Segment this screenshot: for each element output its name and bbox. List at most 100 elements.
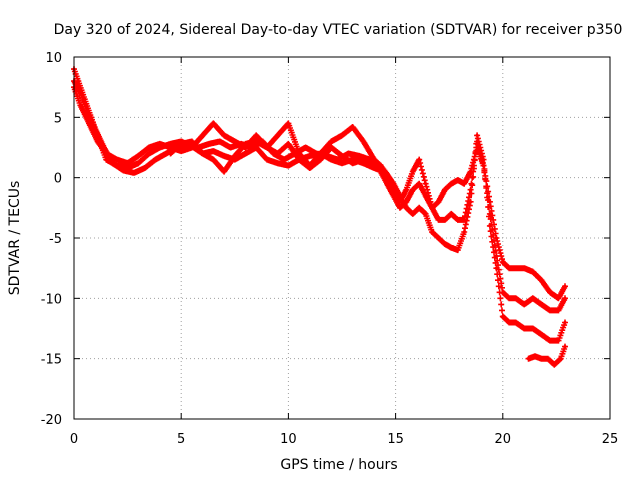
data-point bbox=[456, 218, 460, 222]
data-point bbox=[340, 133, 344, 137]
data-point bbox=[539, 357, 544, 361]
data-point bbox=[286, 121, 290, 125]
data-point bbox=[304, 145, 308, 150]
data-point bbox=[351, 125, 355, 129]
data-point bbox=[533, 354, 537, 358]
data-point bbox=[548, 308, 552, 312]
data-point bbox=[132, 171, 136, 175]
y-tick-label: -15 bbox=[41, 353, 62, 368]
data-point bbox=[475, 133, 479, 137]
data-point bbox=[522, 266, 526, 270]
data-point bbox=[548, 290, 552, 294]
x-axis-label: GPS time / hours bbox=[280, 457, 397, 473]
data-point bbox=[563, 320, 567, 325]
data-point bbox=[417, 158, 421, 162]
data-point bbox=[276, 133, 280, 137]
data-point bbox=[340, 154, 344, 158]
data-point bbox=[136, 154, 140, 158]
data-point bbox=[282, 158, 286, 162]
data-point bbox=[308, 166, 312, 170]
data-point bbox=[514, 296, 518, 300]
data-point bbox=[96, 139, 100, 144]
plus-markers bbox=[525, 343, 568, 368]
data-point bbox=[250, 145, 254, 150]
data-point bbox=[436, 200, 441, 204]
data-point bbox=[286, 142, 290, 146]
data-point bbox=[469, 200, 473, 204]
data-point bbox=[469, 188, 473, 192]
data-point bbox=[514, 320, 518, 325]
data-point bbox=[286, 164, 290, 168]
x-tick-label: 25 bbox=[602, 432, 619, 447]
data-point bbox=[361, 158, 365, 162]
grid bbox=[74, 57, 610, 419]
y-tick-label: -5 bbox=[49, 232, 62, 247]
series-track-4 bbox=[167, 138, 378, 175]
data-point bbox=[526, 357, 531, 361]
y-tick-label: 5 bbox=[54, 111, 62, 126]
data-point bbox=[379, 164, 383, 168]
data-point bbox=[398, 206, 402, 210]
data-point bbox=[424, 212, 428, 216]
data-point bbox=[276, 151, 280, 156]
data-point bbox=[78, 103, 82, 107]
data-point bbox=[179, 142, 183, 146]
data-point bbox=[372, 158, 376, 162]
data-point bbox=[501, 314, 505, 318]
data-point bbox=[87, 121, 91, 125]
data-point bbox=[211, 158, 215, 162]
data-point bbox=[449, 212, 453, 216]
data-point bbox=[522, 302, 526, 306]
x-tick-label: 10 bbox=[280, 432, 297, 447]
data-point bbox=[539, 332, 544, 337]
data-point bbox=[443, 242, 447, 246]
data-point bbox=[319, 158, 323, 162]
y-tick-label: -20 bbox=[41, 413, 62, 428]
data-point bbox=[153, 158, 158, 162]
data-point bbox=[563, 284, 567, 288]
data-point bbox=[168, 145, 173, 150]
x-tick-label: 0 bbox=[70, 432, 78, 447]
data-point bbox=[522, 326, 526, 331]
data-point bbox=[361, 139, 365, 144]
data-point bbox=[164, 151, 168, 156]
data-point bbox=[218, 139, 222, 144]
data-point bbox=[222, 154, 226, 158]
data-point bbox=[539, 302, 544, 306]
data-point bbox=[494, 236, 498, 240]
data-point bbox=[391, 182, 396, 186]
data-point bbox=[501, 260, 505, 264]
data-point bbox=[531, 296, 535, 300]
data-point bbox=[265, 145, 269, 150]
data-point bbox=[456, 248, 460, 252]
data-point bbox=[417, 206, 421, 210]
data-point bbox=[404, 188, 408, 192]
data-point bbox=[556, 339, 561, 343]
data-point bbox=[488, 200, 492, 204]
data-point bbox=[233, 154, 237, 158]
data-point bbox=[546, 357, 550, 361]
data-point bbox=[78, 91, 82, 95]
data-point bbox=[449, 246, 453, 250]
data-points bbox=[71, 66, 568, 368]
data-point bbox=[115, 158, 119, 162]
data-point bbox=[254, 133, 258, 137]
data-point bbox=[436, 236, 441, 240]
data-point bbox=[190, 145, 194, 150]
data-point bbox=[190, 139, 194, 144]
data-point bbox=[121, 168, 125, 172]
data-point bbox=[507, 266, 511, 270]
data-point bbox=[411, 188, 415, 192]
series-track-8 bbox=[525, 343, 568, 368]
chart-title: Day 320 of 2024, Sidereal Day-to-day VTE… bbox=[54, 22, 623, 38]
data-point bbox=[563, 296, 567, 300]
data-point bbox=[443, 218, 447, 222]
x-tick-label: 5 bbox=[177, 432, 185, 447]
y-tick-label: -10 bbox=[41, 292, 62, 307]
data-point bbox=[507, 296, 511, 300]
data-point bbox=[211, 149, 215, 153]
data-point bbox=[436, 218, 441, 222]
data-point bbox=[168, 151, 173, 156]
data-point bbox=[351, 161, 355, 165]
